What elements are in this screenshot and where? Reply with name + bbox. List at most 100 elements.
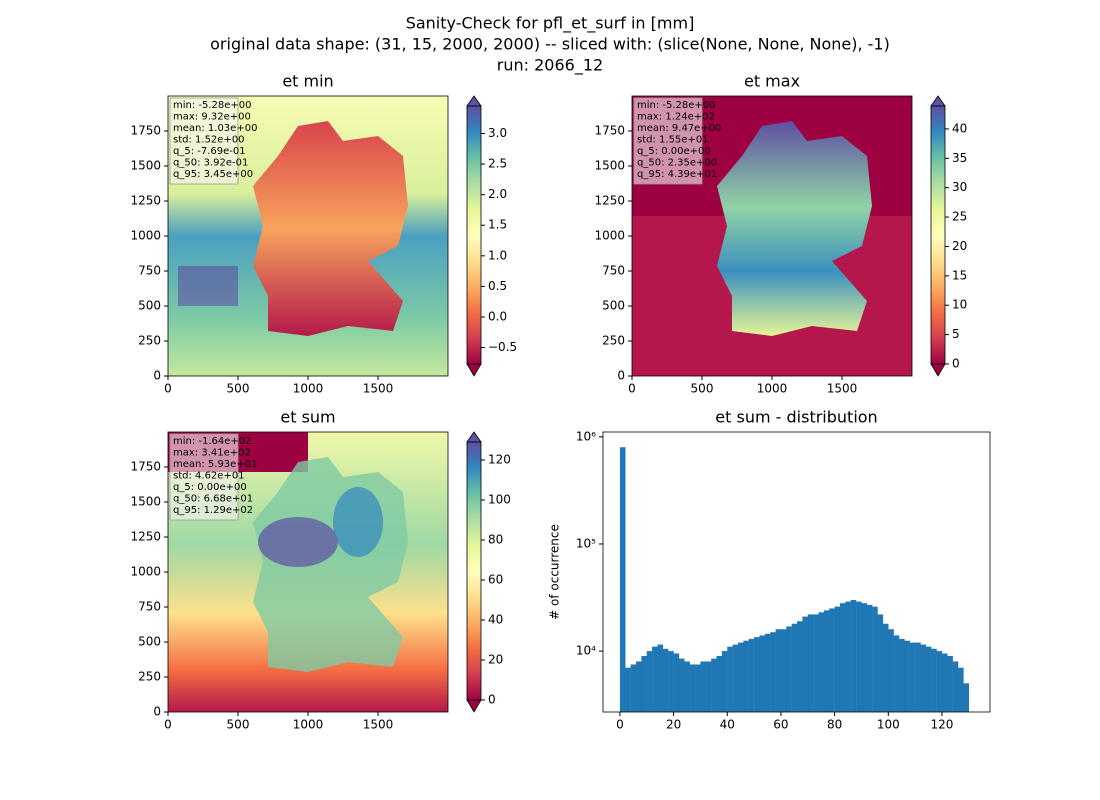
y-tick-label: 1000 bbox=[130, 565, 161, 579]
stats-line: q_5: 0.00e+00 bbox=[173, 482, 247, 493]
colorbar bbox=[466, 441, 482, 701]
axes-frame bbox=[602, 431, 991, 713]
stats-line: std: 4.62e+01 bbox=[173, 471, 245, 482]
histogram-bar bbox=[925, 646, 932, 712]
y-tick-label: 500 bbox=[138, 635, 161, 649]
x-tick-label: 1500 bbox=[827, 382, 858, 396]
histogram-bar bbox=[770, 632, 776, 712]
colorbar-extend bbox=[930, 363, 946, 377]
y-tick-label: 250 bbox=[602, 334, 625, 348]
colorbar-tick-label: 0 bbox=[488, 693, 496, 707]
colorbar-tick-label: 80 bbox=[488, 533, 503, 547]
x-tick-label: 40 bbox=[720, 718, 735, 732]
histogram-bar bbox=[668, 651, 674, 712]
x-tick-label: 500 bbox=[227, 718, 250, 732]
x-tick-label: 1500 bbox=[363, 718, 394, 732]
y-tick-label: 1750 bbox=[130, 460, 161, 474]
histogram-bar bbox=[732, 644, 739, 712]
axes-title: et min bbox=[282, 72, 333, 91]
x-tick-label: 500 bbox=[691, 382, 714, 396]
histogram-bar bbox=[716, 655, 723, 712]
histogram-bar bbox=[754, 637, 760, 712]
axes-title: et sum bbox=[280, 408, 335, 427]
colorbar-tick-label: 10 bbox=[952, 298, 967, 312]
histogram-bar bbox=[695, 664, 701, 712]
histogram-bar bbox=[856, 601, 862, 712]
histogram-bar bbox=[947, 655, 953, 712]
colorbar-tick-label: 0 bbox=[952, 357, 960, 371]
stats-line: mean: 5.93e+01 bbox=[173, 459, 257, 470]
colorbar-tick-label: 20 bbox=[952, 239, 967, 253]
histogram-bar bbox=[904, 640, 910, 712]
colorbar-tick-label: −0.5 bbox=[488, 340, 517, 354]
y-tick-label: 1500 bbox=[130, 495, 161, 509]
axes-title: et max bbox=[744, 72, 800, 91]
histogram-bar bbox=[791, 623, 798, 712]
y-tick-label: 1250 bbox=[130, 194, 161, 208]
histogram-bar bbox=[818, 612, 825, 712]
histogram-bar bbox=[619, 447, 626, 712]
x-tick-label: 0 bbox=[616, 718, 624, 732]
y-tick-label: 1250 bbox=[130, 530, 161, 544]
histogram-bar bbox=[958, 667, 964, 712]
histogram-bar bbox=[861, 603, 868, 712]
suptitle: Sanity-Check for pfl_et_surf in [mm] bbox=[406, 14, 695, 34]
y-tick-label: 1750 bbox=[130, 124, 161, 138]
histogram-bar bbox=[845, 601, 851, 712]
histogram-bar bbox=[780, 629, 787, 712]
histogram-bar bbox=[877, 614, 884, 712]
histogram-bar bbox=[727, 646, 733, 712]
histogram-bar bbox=[823, 610, 830, 712]
y-tick-label: 1500 bbox=[594, 159, 625, 173]
histogram-bar bbox=[807, 614, 814, 712]
colorbar-tick-label: 0.0 bbox=[488, 309, 507, 323]
colorbar-extend bbox=[466, 95, 482, 107]
colorbar-tick-label: 40 bbox=[488, 613, 503, 627]
stats-background bbox=[633, 97, 703, 185]
stats-line: mean: 9.47e+00 bbox=[637, 123, 721, 134]
histogram-bar bbox=[743, 640, 749, 712]
histogram-bar bbox=[931, 648, 937, 712]
y-tick-label: 750 bbox=[138, 264, 161, 278]
stats-line: q_95: 3.45e+00 bbox=[173, 169, 253, 180]
y-tick-label: 1250 bbox=[594, 194, 625, 208]
y-tick-label: 1500 bbox=[130, 159, 161, 173]
colorbar-tick-label: 35 bbox=[952, 151, 967, 165]
x-tick-label: 0 bbox=[164, 718, 172, 732]
colorbar-tick-label: 5 bbox=[952, 327, 960, 341]
colorbar bbox=[930, 105, 946, 365]
histogram-bar bbox=[721, 651, 728, 712]
colorbar-extend bbox=[466, 363, 482, 377]
colorbar-tick-label: 2.5 bbox=[488, 157, 507, 171]
colorbar-tick-label: 100 bbox=[488, 493, 511, 507]
stats-line: q_50: 2.35e+00 bbox=[637, 158, 717, 169]
colorbar-tick-label: 1.5 bbox=[488, 218, 507, 232]
y-axis-label: # of occurrence bbox=[548, 524, 562, 620]
y-tick-label: 0 bbox=[153, 705, 161, 719]
stats-line: q_5: -7.69e-01 bbox=[173, 146, 246, 157]
histogram-bar bbox=[737, 642, 744, 712]
colorbar-tick-label: 120 bbox=[488, 453, 511, 467]
colorbar-tick-label: 1.0 bbox=[488, 248, 507, 262]
y-tick-label: 750 bbox=[602, 264, 625, 278]
stats-line: max: 3.41e+02 bbox=[173, 448, 251, 459]
stats-line: q_50: 6.68e+01 bbox=[173, 494, 253, 505]
suptitle: original data shape: (31, 15, 2000, 2000… bbox=[210, 35, 890, 54]
stats-line: q_95: 4.39e+01 bbox=[637, 169, 717, 180]
stats-line: min: -5.28e+00 bbox=[637, 100, 716, 111]
stats-line: mean: 1.03e+00 bbox=[173, 123, 257, 134]
colorbar-tick-label: 2.0 bbox=[488, 187, 507, 201]
stats-line: max: 1.24e+02 bbox=[637, 112, 715, 123]
x-tick-label: 1000 bbox=[293, 718, 324, 732]
histogram-bar bbox=[866, 604, 873, 712]
stats-line: q_50: 3.92e-01 bbox=[173, 158, 248, 169]
y-tick-label: 0 bbox=[617, 369, 625, 383]
y-tick-label: 1750 bbox=[594, 124, 625, 138]
stats-line: q_5: 0.00e+00 bbox=[637, 146, 711, 157]
y-tick-label: 500 bbox=[138, 299, 161, 313]
y-tick-label: 10⁶ bbox=[576, 429, 596, 443]
